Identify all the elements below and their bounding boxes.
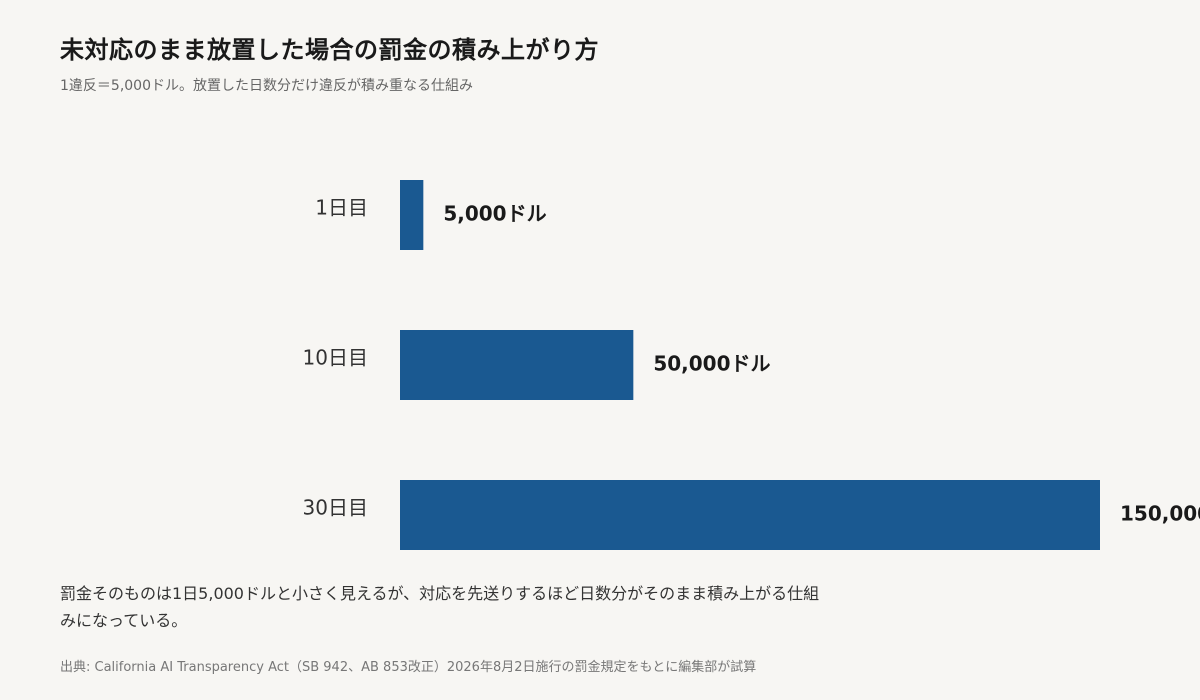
source-note: 出典: California AI Transparency Act（SB 94… bbox=[60, 660, 757, 675]
chart-title: 未対応のまま放置した場合の罰金の積み上がり方 bbox=[60, 36, 599, 64]
chart-subtitle: 1違反＝5,000ドル。放置した日数分だけ違反が積み重なる仕組み bbox=[60, 78, 473, 94]
value-label: 150,000ドル bbox=[1120, 502, 1200, 526]
value-label: 50,000ドル bbox=[653, 352, 770, 376]
bar bbox=[400, 180, 424, 250]
bar bbox=[400, 330, 634, 400]
category-label: 10日目 bbox=[303, 346, 368, 370]
category-label: 30日目 bbox=[303, 496, 368, 520]
bar bbox=[400, 480, 1100, 550]
chart-note: 罰金そのものは1日5,000ドルと小さく見えるが、対応を先送りするほど日数分がそ… bbox=[60, 584, 820, 630]
category-label: 1日目 bbox=[315, 196, 368, 220]
value-label: 5,000ドル bbox=[443, 202, 546, 226]
